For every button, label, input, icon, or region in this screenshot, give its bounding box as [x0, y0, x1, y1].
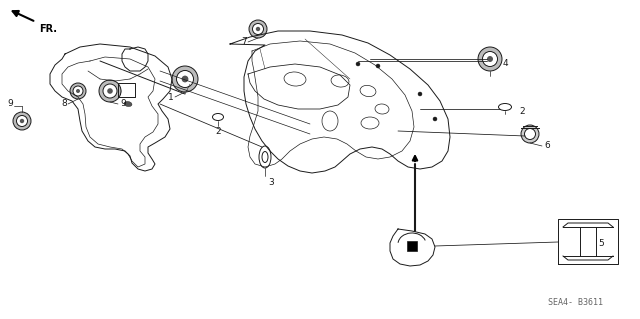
- Circle shape: [376, 64, 380, 68]
- Circle shape: [418, 92, 422, 96]
- Circle shape: [70, 83, 86, 99]
- Text: SEA4- B3611: SEA4- B3611: [547, 298, 602, 307]
- Text: 1: 1: [168, 93, 174, 101]
- Text: 5: 5: [598, 240, 604, 249]
- Ellipse shape: [212, 114, 223, 121]
- Text: 4: 4: [503, 60, 509, 69]
- Text: 3: 3: [268, 178, 274, 187]
- Circle shape: [487, 56, 493, 62]
- Circle shape: [76, 89, 80, 93]
- Circle shape: [177, 70, 193, 87]
- Text: FR.: FR.: [39, 24, 57, 34]
- Circle shape: [103, 84, 117, 98]
- Circle shape: [525, 129, 536, 139]
- Text: 2: 2: [519, 107, 525, 115]
- Ellipse shape: [115, 86, 121, 96]
- Circle shape: [73, 86, 83, 96]
- Circle shape: [483, 51, 497, 66]
- Circle shape: [20, 119, 24, 123]
- Text: 9: 9: [7, 100, 13, 108]
- Circle shape: [249, 20, 267, 38]
- Circle shape: [172, 66, 198, 92]
- Circle shape: [253, 24, 264, 34]
- Text: 6: 6: [544, 142, 550, 151]
- Circle shape: [108, 88, 113, 94]
- Circle shape: [13, 112, 31, 130]
- Circle shape: [99, 80, 121, 102]
- Ellipse shape: [499, 103, 511, 110]
- Text: 2: 2: [215, 127, 221, 136]
- Circle shape: [182, 76, 188, 82]
- Ellipse shape: [259, 146, 271, 168]
- Bar: [407, 241, 417, 251]
- Circle shape: [478, 47, 502, 71]
- Ellipse shape: [124, 101, 132, 107]
- Circle shape: [433, 117, 437, 121]
- Text: 7: 7: [241, 38, 247, 47]
- Text: 9: 9: [120, 100, 125, 108]
- Circle shape: [256, 27, 260, 31]
- Circle shape: [17, 115, 28, 127]
- Circle shape: [521, 125, 539, 143]
- Text: 8: 8: [61, 100, 67, 108]
- Circle shape: [356, 62, 360, 66]
